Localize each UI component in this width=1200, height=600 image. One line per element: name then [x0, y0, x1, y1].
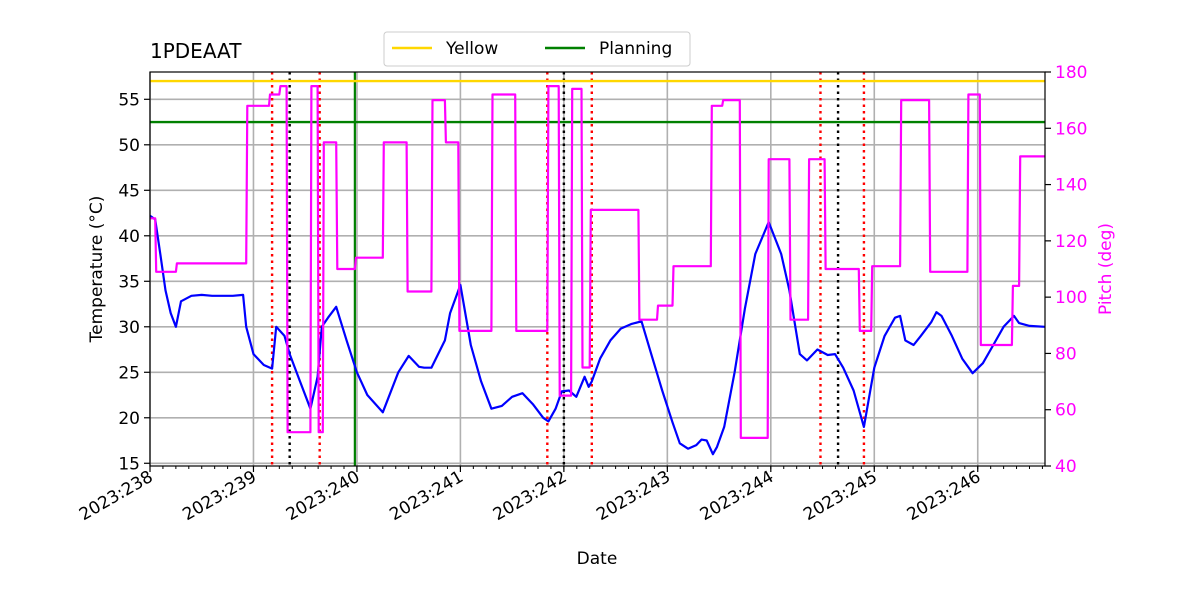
- y2-axis-ticks: 40 60 80 100 120 140 160 180: [1045, 63, 1087, 477]
- y-axis-ticks: 15 20 25 30 35 40 45 50 55: [118, 90, 150, 474]
- y-tick-label: 50: [118, 136, 140, 156]
- y2-tick-label: 160: [1055, 119, 1087, 139]
- y2-tick-label: 60: [1055, 401, 1077, 421]
- y-tick-label: 25: [118, 363, 140, 383]
- y2-tick-label: 80: [1055, 344, 1077, 364]
- legend-box: [383, 31, 691, 67]
- y2-tick-label: 140: [1055, 176, 1087, 196]
- x-axis-label: Date: [577, 549, 618, 569]
- legend-label-yellow: Yellow: [445, 39, 498, 59]
- legend: Yellow Planning: [383, 31, 691, 67]
- series-line-pitch: [150, 85, 1045, 439]
- plot-frame: [149, 71, 1046, 467]
- y2-tick-label: 100: [1055, 288, 1087, 308]
- limit-lines: [150, 79, 1045, 124]
- grid-lines: [149, 72, 1045, 466]
- y-tick-label: 30: [118, 318, 140, 338]
- chart-title: 1PDEAAT: [150, 39, 242, 63]
- y2-tick-label: 180: [1055, 63, 1087, 83]
- series-line-temperature: [149, 214, 1046, 456]
- y2-tick-label: 120: [1055, 232, 1087, 252]
- y-tick-label: 55: [118, 90, 140, 110]
- y-tick-label: 15: [118, 454, 140, 474]
- y-tick-label: 35: [118, 272, 140, 292]
- y-axis-label: Temperature (°C): [87, 196, 107, 344]
- y2-tick-label: 40: [1055, 457, 1077, 477]
- y2-axis-label: Pitch (deg): [1096, 223, 1116, 315]
- y-tick-label: 45: [118, 181, 140, 201]
- legend-label-planning: Planning: [599, 39, 672, 59]
- y-tick-label: 20: [118, 409, 140, 429]
- data-series: [149, 85, 1046, 456]
- y-tick-label: 40: [118, 227, 140, 247]
